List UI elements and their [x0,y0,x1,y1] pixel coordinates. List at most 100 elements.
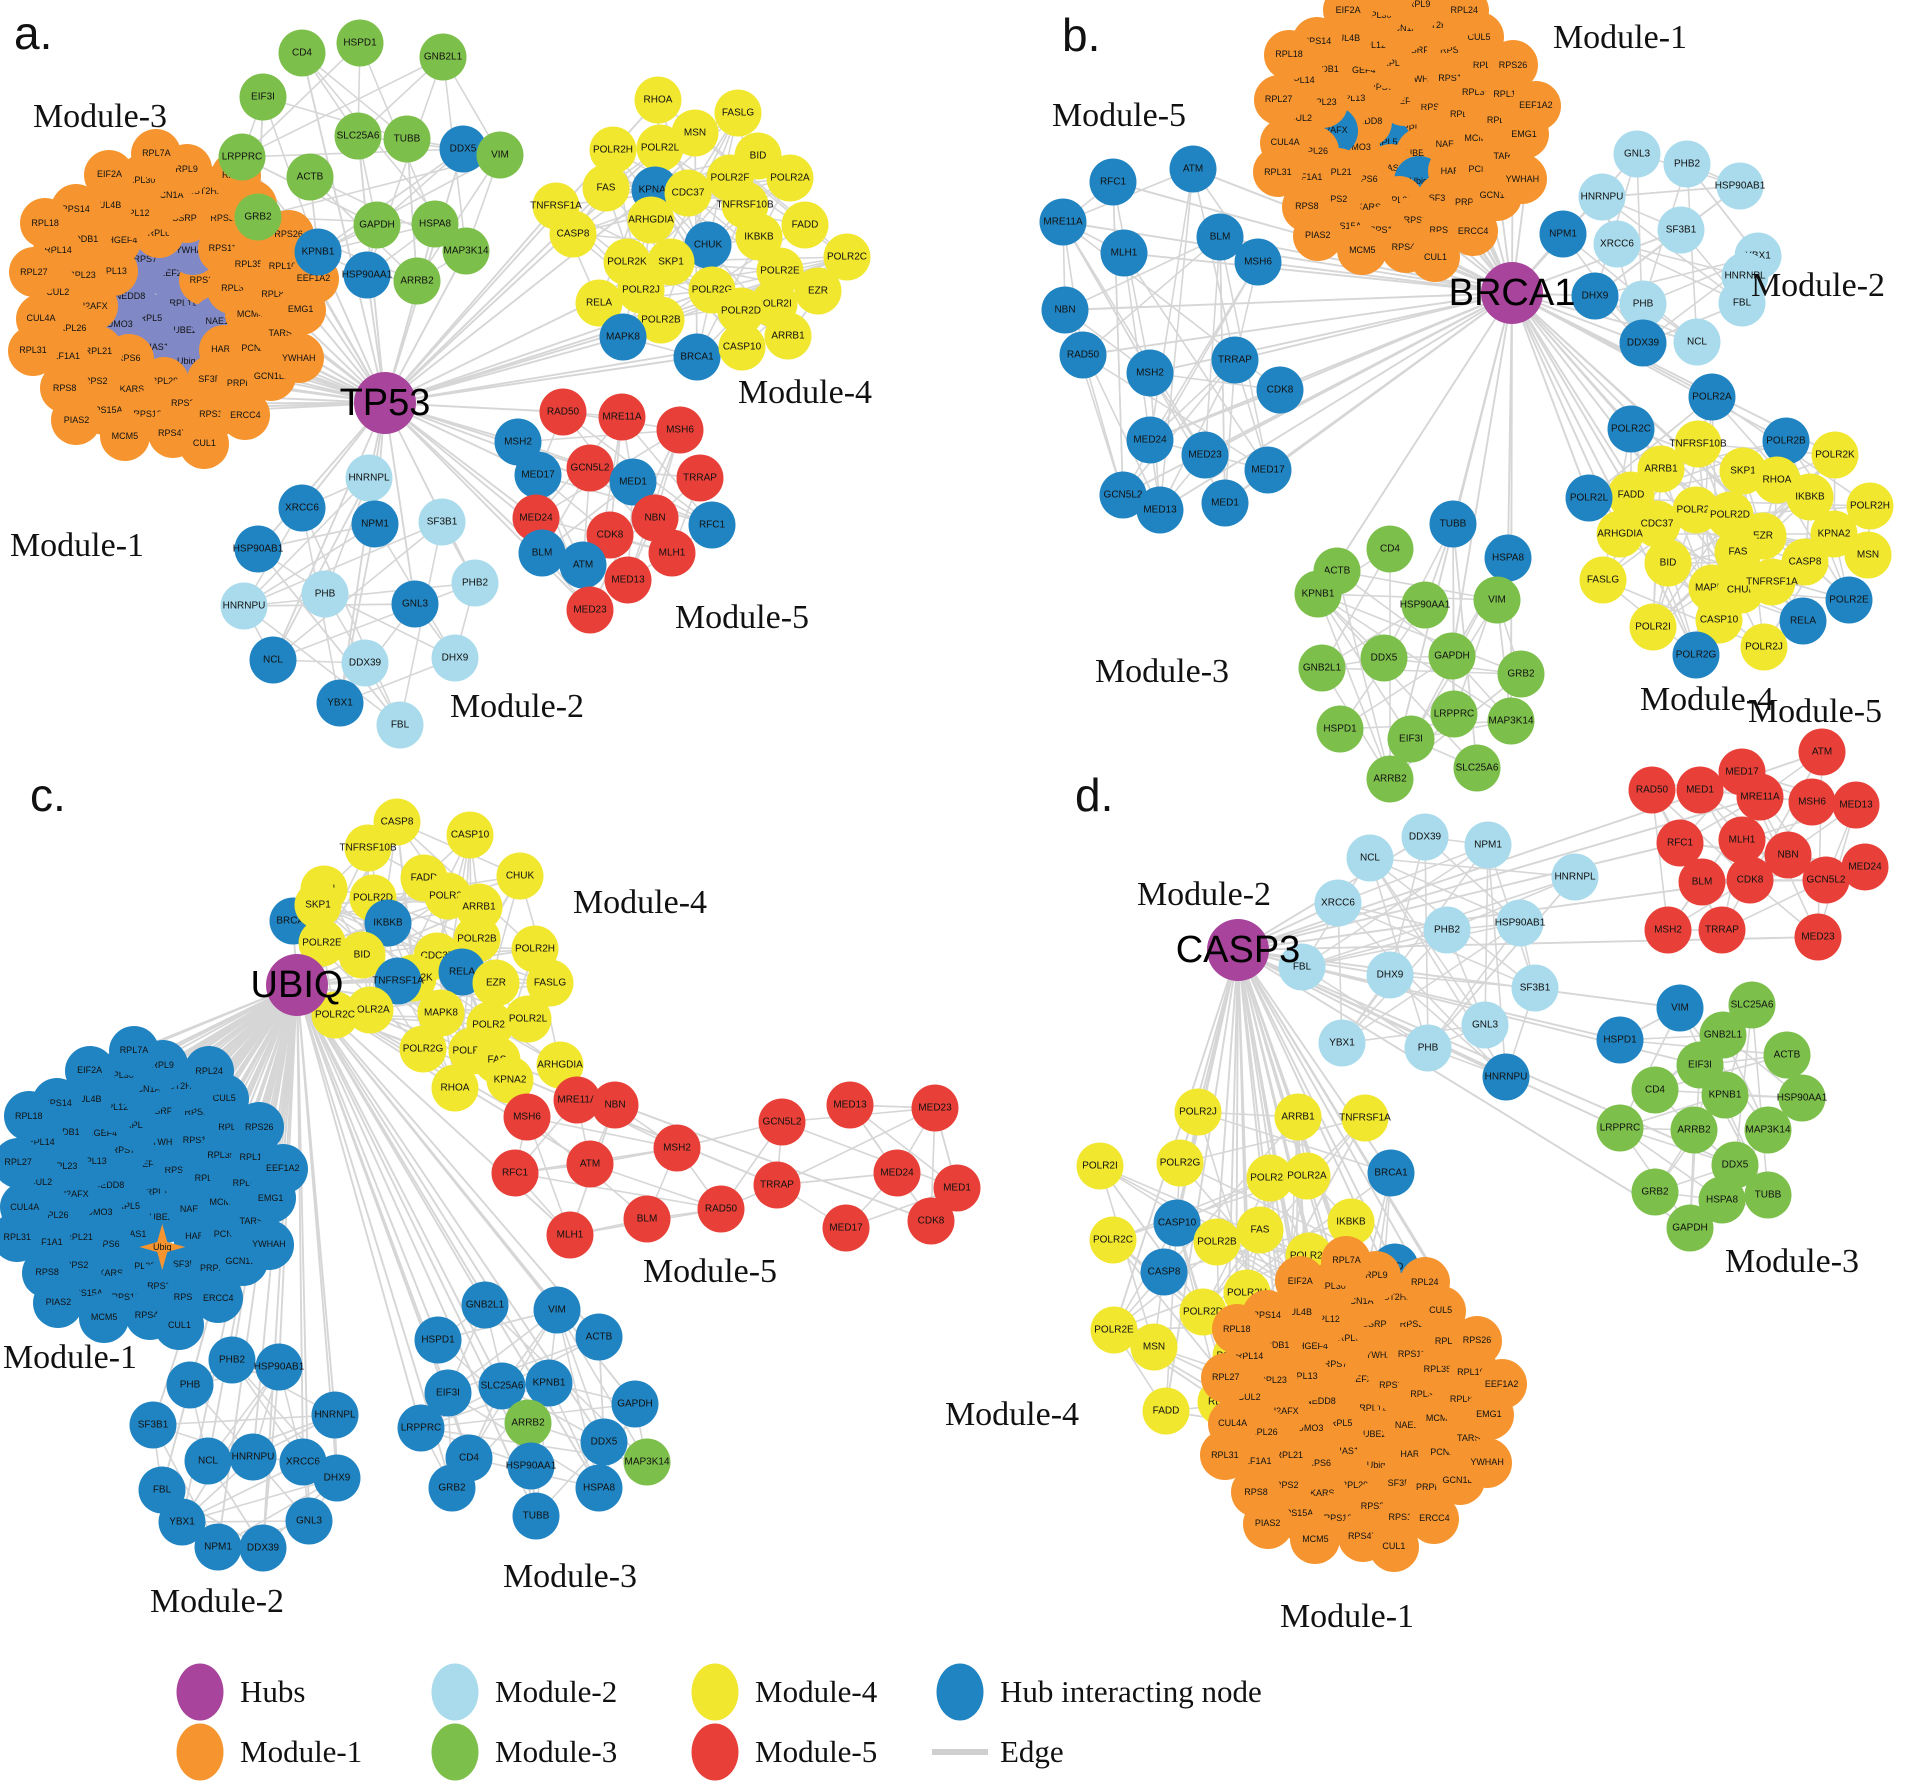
node-rela[interactable]: RELA [1780,598,1827,645]
node-polr2g[interactable]: POLR2G [1673,632,1720,679]
node-arhgdia[interactable]: ARHGDIA [1597,511,1644,558]
node-nbn[interactable]: NBN [592,1082,639,1129]
node-rpl7a[interactable]: RPL7A [109,1026,159,1076]
node-polr2l[interactable]: POLR2L [505,996,552,1043]
node-arrb2[interactable]: ARRB2 [1671,1107,1718,1154]
node-brca1[interactable]: BRCA1 [1368,1150,1415,1197]
node-rpl7a[interactable]: RPL7A [131,129,181,179]
node-mcm5[interactable]: MCM5 [1290,1514,1340,1564]
node-gnl3[interactable]: GNL3 [392,581,439,628]
node-blm[interactable]: BLM [1679,859,1726,906]
node-ncl[interactable]: NCL [185,1438,232,1485]
node-hnrnpu[interactable]: HNRNPU [1483,1054,1530,1101]
hub-node-tp53[interactable]: TP53 [354,372,416,434]
node-ncl[interactable]: NCL [1347,835,1394,882]
node-cd4[interactable]: CD4 [1632,1067,1679,1114]
node-mre11a[interactable]: MRE11A [1040,199,1087,246]
node-sf3b1[interactable]: SF3B1 [130,1402,177,1449]
node-msh2[interactable]: MSH2 [1127,350,1174,397]
node-med13[interactable]: MED13 [1833,782,1880,829]
node-msh6[interactable]: MSH6 [504,1094,551,1141]
node-pias2[interactable]: PIAS2 [51,395,101,445]
node-hspd1[interactable]: HSPD1 [1317,706,1364,753]
node-gapdh[interactable]: GAPDH [354,202,401,249]
node-ddx39[interactable]: DDX39 [1620,320,1667,367]
node-mre11a[interactable]: MRE11A [599,394,646,441]
node-phb2[interactable]: PHB2 [209,1337,256,1384]
node-atm[interactable]: ATM [567,1141,614,1188]
node-ddx5[interactable]: DDX5 [1361,635,1408,682]
node-trrap[interactable]: TRRAP [677,455,724,502]
node-faslg[interactable]: FASLG [715,90,762,137]
node-rpl7a[interactable]: RPL7A [1321,1236,1371,1286]
node-msn[interactable]: MSN [1131,1324,1178,1371]
node-ncl[interactable]: NCL [1674,319,1721,366]
node-npm1[interactable]: NPM1 [195,1524,242,1571]
node-tubb[interactable]: TUBB [1745,1172,1792,1219]
node-polr2g[interactable]: POLR2G [400,1026,447,1073]
node-ddx5[interactable]: DDX5 [581,1419,628,1466]
node-rad50[interactable]: RAD50 [698,1186,745,1233]
node-med13[interactable]: MED13 [605,557,652,604]
node-arrb2[interactable]: ARRB2 [505,1400,552,1447]
node-ercc4[interactable]: ERCC4 [220,390,270,440]
node-phb[interactable]: PHB [302,571,349,618]
node-pias2[interactable]: PIAS2 [33,1278,83,1328]
node-mapk8[interactable]: MAPK8 [600,314,647,361]
node-hnrnpl[interactable]: HNRNPL [1552,854,1599,901]
node-trrap[interactable]: TRRAP [754,1162,801,1209]
node-rad50[interactable]: RAD50 [540,389,587,436]
node-hsp90aa1[interactable]: HSP90AA1 [1779,1075,1826,1122]
node-gcn5l2[interactable]: GCN5L2 [759,1099,806,1146]
node-phb2[interactable]: PHB2 [1664,141,1711,188]
node-fas[interactable]: FAS [1237,1207,1284,1254]
node-slc25a6[interactable]: SLC25A6 [335,113,382,160]
node-rpl24[interactable]: RPL24 [1400,1257,1450,1307]
node-hspa8[interactable]: HSPA8 [576,1465,623,1512]
node-eef1a2[interactable]: EEF1A2 [258,1144,308,1194]
node-polr2a[interactable]: POLR2A [767,155,814,202]
node-msh2[interactable]: MSH2 [1645,907,1692,954]
node-pias2[interactable]: PIAS2 [1293,211,1343,261]
node-ncl[interactable]: NCL [250,637,297,684]
node-phb[interactable]: PHB [1405,1025,1452,1072]
node-tubb[interactable]: TUBB [513,1493,560,1540]
node-bid[interactable]: BID [1645,540,1692,587]
node-ybx1[interactable]: YBX1 [317,680,364,727]
node-hspd1[interactable]: HSPD1 [415,1317,462,1364]
node-rpl27[interactable]: RPL27 [1201,1353,1251,1403]
node-arhgdia[interactable]: ARHGDIA [628,197,675,244]
node-rfc1[interactable]: RFC1 [689,502,736,549]
node-tnfrsf1a[interactable]: TNFRSF1A [1342,1095,1389,1142]
node-eef1a2[interactable]: EEF1A2 [1477,1359,1527,1409]
node-atm[interactable]: ATM [560,542,607,589]
node-xrcc6[interactable]: XRCC6 [1315,880,1362,927]
node-polr2i[interactable]: POLR2I [1077,1143,1124,1190]
node-rpl31[interactable]: RPL31 [1253,147,1303,197]
node-rhoa[interactable]: RHOA [635,77,682,124]
node-msh6[interactable]: MSH6 [657,407,704,454]
node-phb2[interactable]: PHB2 [1424,907,1471,954]
node-med24[interactable]: MED24 [874,1150,921,1197]
node-polr2i[interactable]: POLR2I [1630,604,1677,651]
node-eif3i[interactable]: EIF3I [240,74,287,121]
node-hnrnpl[interactable]: HNRNPL [312,1392,359,1439]
node-actb[interactable]: ACTB [576,1314,623,1361]
node-gnb2l1[interactable]: GNB2L1 [420,34,467,81]
node-polr2a[interactable]: POLR2A [1284,1153,1331,1200]
node-brca1[interactable]: BRCA1 [674,334,721,381]
node-vim[interactable]: VIM [477,132,524,179]
node-npm1[interactable]: NPM1 [1465,822,1512,869]
node-med13[interactable]: MED13 [827,1082,874,1129]
node-ybx1[interactable]: YBX1 [1319,1020,1366,1067]
node-mlh1[interactable]: MLH1 [547,1212,594,1259]
node-mlh1[interactable]: MLH1 [1101,230,1148,277]
node-hsp90aa1[interactable]: HSP90AA1 [344,252,391,299]
node-ddx39[interactable]: DDX39 [240,1525,287,1572]
node-hsp90ab1[interactable]: HSP90AB1 [1497,900,1544,947]
node-dhx9[interactable]: DHX9 [1367,952,1414,999]
node-rad50[interactable]: RAD50 [1629,767,1676,814]
node-grb2[interactable]: GRB2 [1498,651,1545,698]
node-grb2[interactable]: GRB2 [1632,1169,1679,1216]
node-blm[interactable]: BLM [624,1196,671,1243]
